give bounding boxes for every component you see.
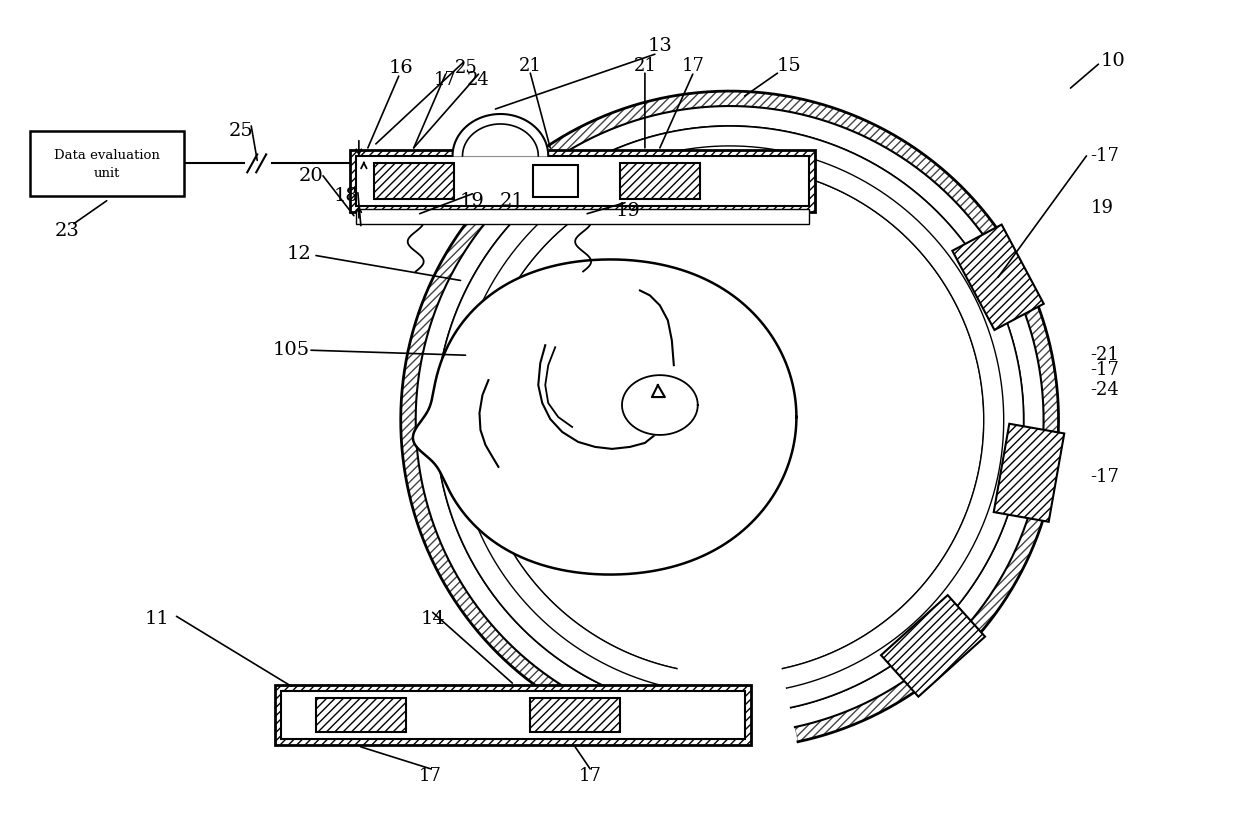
Bar [30,131,185,195]
Text: 11: 11 [144,610,169,628]
Polygon shape [453,114,548,156]
Bar [350,150,816,212]
Polygon shape [882,595,985,696]
Bar [356,209,810,224]
Polygon shape [622,375,698,435]
Bar [356,156,810,205]
Polygon shape [952,225,1044,330]
Text: 19: 19 [460,192,485,210]
Text: 105: 105 [273,342,310,359]
Polygon shape [413,260,796,574]
Bar [275,685,750,745]
Text: -17: -17 [1090,362,1120,379]
Text: 17: 17 [419,767,443,785]
Text: -21: -21 [1090,347,1120,364]
Text: 19: 19 [615,202,640,220]
Bar [533,164,578,197]
Text: 17: 17 [434,71,458,89]
Text: 25: 25 [229,122,254,140]
Text: -17: -17 [1090,147,1120,164]
Text: 13: 13 [647,38,672,55]
Text: 21: 21 [634,57,656,75]
Text: 21: 21 [518,57,542,75]
Text: 24: 24 [467,71,490,89]
Polygon shape [435,126,1024,707]
Text: 17: 17 [579,767,601,785]
Text: 21: 21 [500,192,525,210]
Text: 15: 15 [777,57,802,75]
Text: 18: 18 [334,187,358,205]
Bar [531,698,620,732]
Text: 14: 14 [420,610,445,628]
Text: 20: 20 [299,167,324,185]
Bar [281,691,744,739]
Text: 16: 16 [388,59,413,77]
Text: 10: 10 [1101,53,1126,70]
Text: 23: 23 [55,221,79,240]
Text: 25: 25 [455,59,477,77]
Text: 17: 17 [681,57,704,75]
Text: 19: 19 [1090,199,1114,217]
Text: 12: 12 [286,245,311,262]
Text: unit: unit [94,166,120,180]
Bar [620,163,699,199]
Bar [316,698,405,732]
Polygon shape [652,385,665,397]
Text: -24: -24 [1090,381,1120,399]
Text: -17: -17 [1090,468,1120,486]
Polygon shape [401,91,1059,741]
Bar [373,163,454,199]
Polygon shape [993,424,1064,522]
Text: Data evaluation: Data evaluation [55,149,160,162]
